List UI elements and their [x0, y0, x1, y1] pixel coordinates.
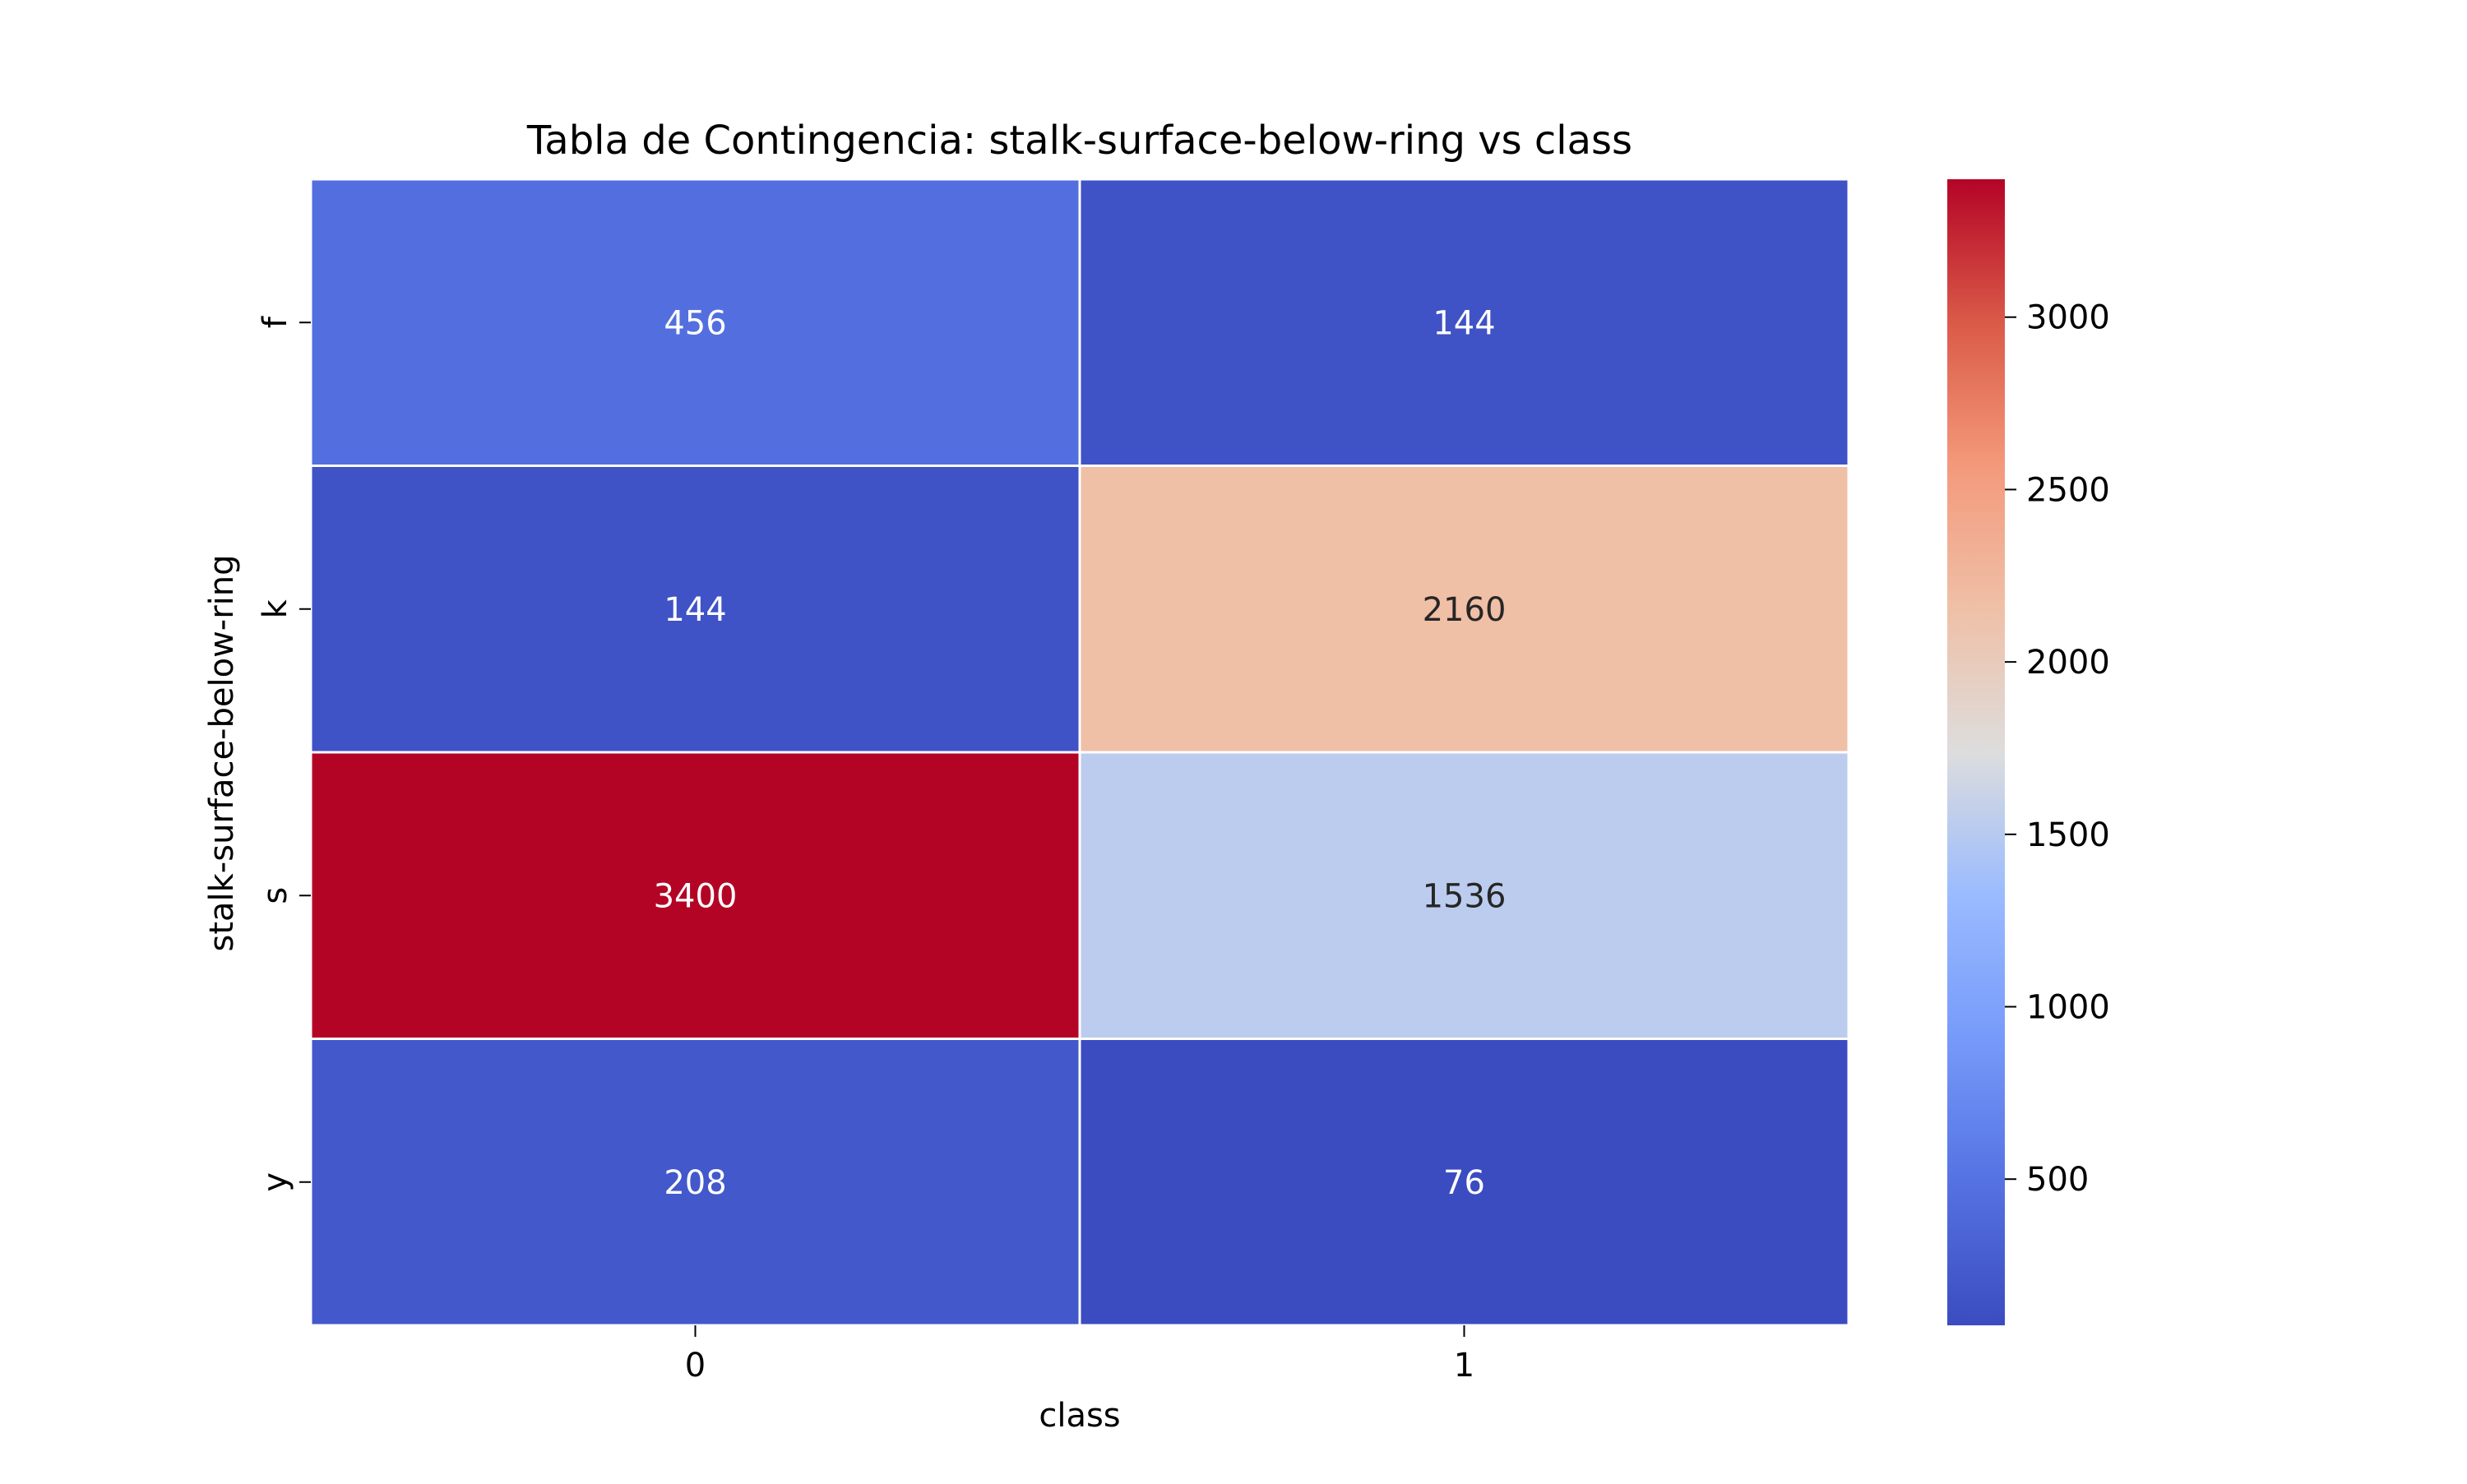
colorbar-bar [1947, 179, 2005, 1325]
x-axis-label: class [1039, 1397, 1120, 1435]
heatmap-cells: 456 144 144 2160 3400 1536 208 76 [309, 178, 1850, 1327]
colorbar-tick-label-1500: 1500 [2026, 816, 2110, 854]
cell-value-label-s-0: 3400 [654, 877, 738, 915]
colorbar-tick-label-2500: 2500 [2026, 471, 2110, 509]
colorbar-tick-label-500: 500 [2026, 1161, 2089, 1199]
y-axis-label: stalk-surface-below-ring [203, 554, 241, 951]
heatmap-cell-k-1 [1078, 465, 1850, 754]
heatmap-cell-s-1 [1078, 751, 1850, 1040]
cell-value-label-k-0: 144 [664, 591, 726, 629]
heatmap-cell-f-0 [309, 178, 1081, 467]
colorbar: 500 1000 1500 2000 2500 3000 [1947, 179, 2110, 1325]
heatmap-cell-f-1 [1078, 178, 1850, 467]
y-tick-label-s: s [257, 887, 294, 904]
heatmap-cell-k-0 [309, 465, 1081, 754]
chart-title: Tabla de Contingencia: stalk-surface-bel… [526, 118, 1632, 164]
x-tick-label-1: 1 [1454, 1347, 1474, 1385]
y-tick-label-k: k [257, 599, 294, 618]
cell-value-label-k-1: 2160 [1423, 591, 1507, 629]
colorbar-tick-label-3000: 3000 [2026, 299, 2110, 337]
colorbar-tick-label-2000: 2000 [2026, 644, 2110, 682]
heatmap-cell-s-0 [309, 751, 1081, 1040]
cell-value-label-s-1: 1536 [1423, 877, 1507, 915]
heatmap-cell-y-1 [1078, 1038, 1850, 1327]
colorbar-tick-label-1000: 1000 [2026, 988, 2110, 1026]
y-tick-label-y: y [257, 1172, 294, 1192]
cell-value-label-y-1: 76 [1443, 1164, 1485, 1202]
cell-value-label-f-0: 456 [664, 304, 726, 342]
cell-value-label-f-1: 144 [1433, 304, 1495, 342]
cell-value-label-y-0: 208 [664, 1164, 726, 1202]
y-axis-ticks: f k s y [257, 316, 311, 1192]
x-tick-label-0: 0 [685, 1347, 706, 1385]
y-tick-label-f: f [257, 316, 294, 328]
heatmap-cell-y-0 [309, 1038, 1081, 1327]
